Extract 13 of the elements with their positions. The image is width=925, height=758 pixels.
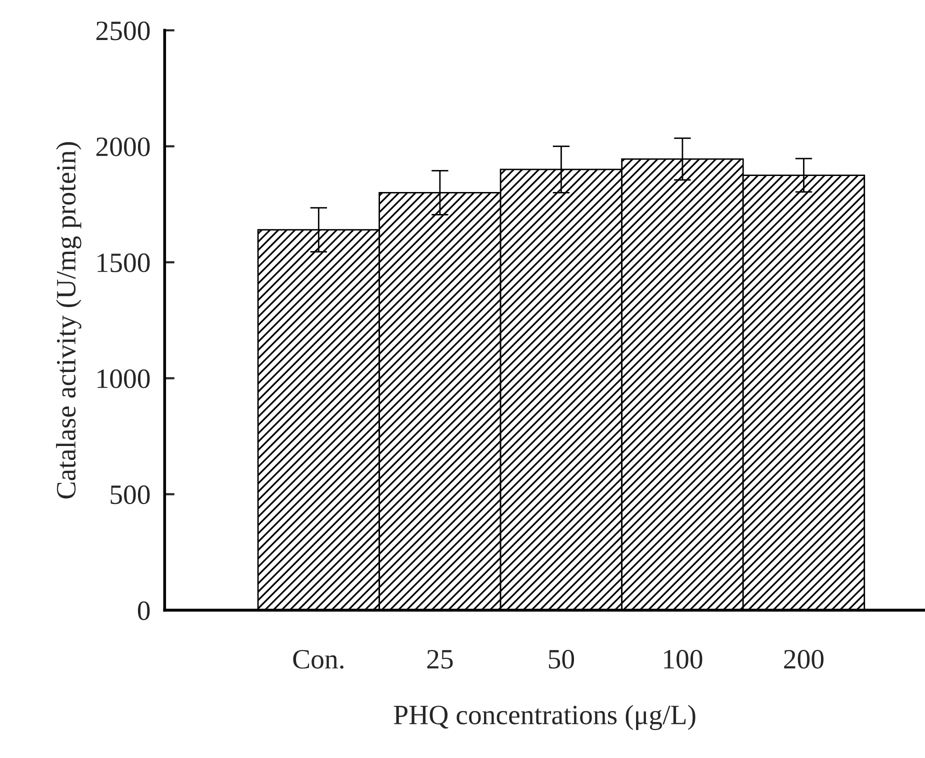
y-tick-label: 1000 bbox=[98, 369, 150, 388]
x-tick-label: 200 bbox=[784, 650, 824, 669]
y-tick-label: 0 bbox=[138, 601, 150, 620]
y-tick-label: 2000 bbox=[96, 137, 150, 156]
y-axis-title: Catalase activity (U/mg protein) bbox=[56, 142, 82, 498]
x-tick-label: 50 bbox=[548, 650, 574, 669]
x-tick-label: Con. bbox=[293, 650, 344, 669]
x-axis-title: PHQ concentrations (μg/L) bbox=[394, 704, 696, 730]
y-tick-label: 500 bbox=[110, 485, 150, 504]
x-tick-label: 25 bbox=[427, 650, 453, 669]
y-tick-label: 2500 bbox=[96, 21, 150, 40]
y-tick-label: 1500 bbox=[98, 253, 150, 272]
x-tick-label: 100 bbox=[664, 650, 702, 669]
